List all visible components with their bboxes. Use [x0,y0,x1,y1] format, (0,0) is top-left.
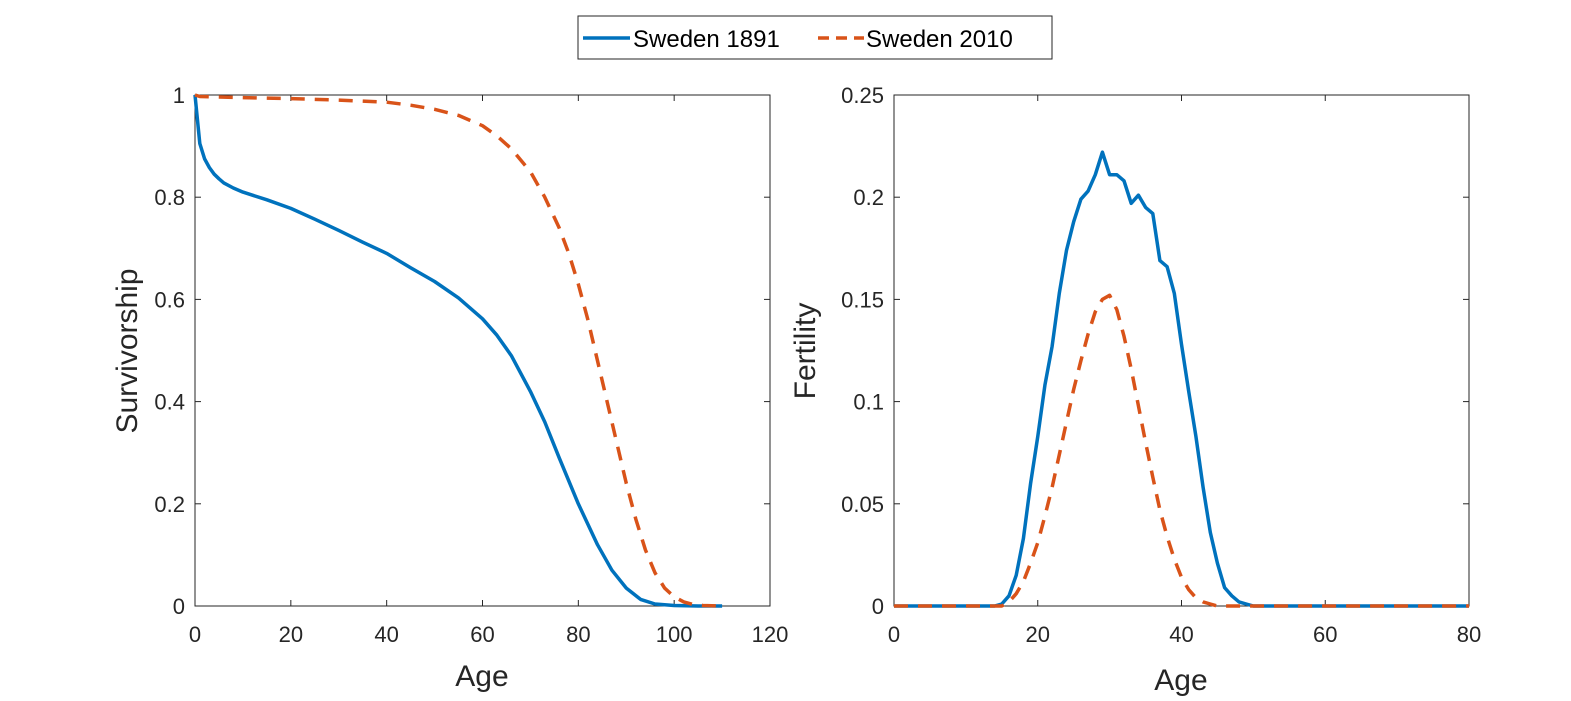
fertility-y-tick-label: 0 [872,594,884,619]
legend-label-sweden-1891: Sweden 1891 [633,26,780,53]
legend: Sweden 1891 Sweden 2010 [577,15,1053,60]
survivorship-x-tick-label: 40 [374,622,398,647]
fertility-y-axis-label: Fertility [789,303,822,400]
fertility-x-tick-label: 20 [1026,622,1050,647]
fertility-y-tick-label: 0.2 [853,185,884,210]
survivorship-chart: 0 20 40 60 80 100 120 0 0.2 0.4 0.6 0.8 1 Age Survi… [111,83,788,693]
fertility-x-tick-label: 60 [1313,622,1337,647]
survivorship-x-axis-label: Age [455,660,508,693]
survivorship-y-tick-label: 1 [173,83,185,108]
fertility-y-tick-label: 0.25 [841,83,884,108]
survivorship-y-tick-label: 0.6 [154,287,185,312]
survivorship-x-tick-label: 80 [566,622,590,647]
survivorship-line-sweden-2010 [194,93,723,608]
survivorship-line-sweden-1891 [193,94,723,608]
fertility-line-sweden-1891 [894,150,1469,608]
survivorship-x-tick-label: 120 [752,622,789,647]
survivorship-x-tick-label: 20 [279,622,303,647]
fertility-x-tick-label: 0 [888,622,900,647]
survivorship-y-tick-label: 0 [173,594,185,619]
legend-box [577,15,1053,60]
fertility-x-ticks: 0 20 40 60 80 [888,95,1481,647]
fertility-y-tick-label: 0.15 [841,287,884,312]
survivorship-y-tick-label: 0.8 [154,185,185,210]
fertility-line-sweden-2010 [894,293,1469,608]
survivorship-series [193,93,723,608]
survivorship-x-tick-label: 0 [189,622,201,647]
fertility-y-tick-label: 0.1 [853,390,884,415]
survivorship-x-tick-label: 100 [656,622,693,647]
survivorship-x-tick-label: 60 [470,622,494,647]
survivorship-plot-area [194,94,771,607]
fertility-x-tick-label: 40 [1169,622,1193,647]
fertility-y-ticks: 0 0.05 0.1 0.15 0.2 0.25 [841,83,1469,619]
legend-label-sweden-2010: Sweden 2010 [866,26,1013,53]
fertility-series [894,150,1469,608]
survivorship-y-axis-label: Survivorship [111,268,144,433]
fertility-x-tick-label: 80 [1457,622,1481,647]
fertility-x-axis-label: Age [1154,664,1207,697]
fertility-chart: 0 20 40 60 80 0 0.05 0.1 0.15 0.2 0.25 Age Fertil… [789,83,1481,697]
survivorship-y-tick-label: 0.4 [154,390,185,415]
survivorship-y-ticks: 0 0.2 0.4 0.6 0.8 1 [154,83,770,619]
fertility-y-tick-label: 0.05 [841,492,884,517]
survivorship-y-tick-label: 0.2 [154,492,185,517]
survivorship-x-ticks: 0 20 40 60 80 100 120 [189,95,788,647]
